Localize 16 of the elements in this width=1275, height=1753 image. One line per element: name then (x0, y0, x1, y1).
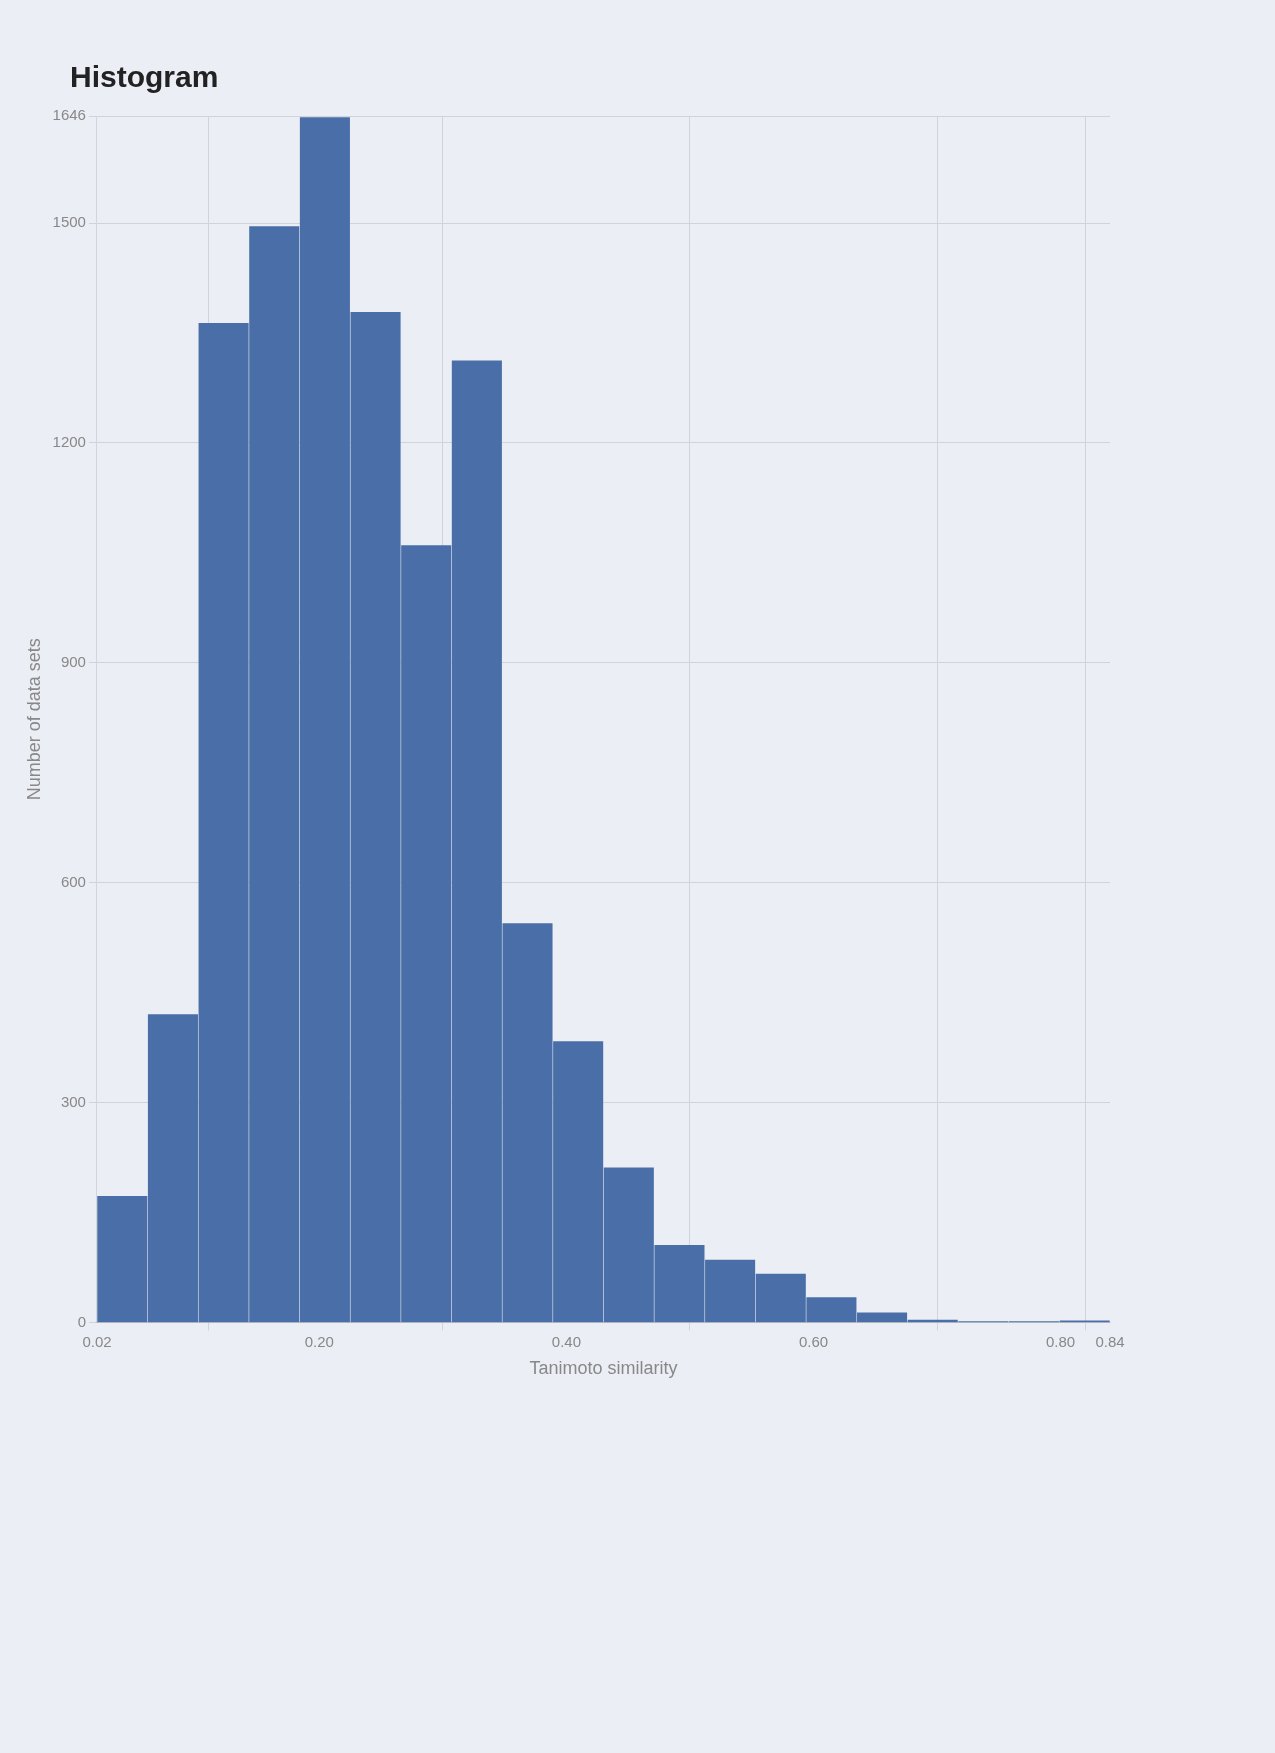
x-tick-label: 0.20 (304, 1332, 334, 1350)
y-tick-label: 300 (60, 1092, 86, 1110)
x-tick-label: 0.40 (551, 1332, 582, 1350)
y-tick-label: 600 (60, 872, 86, 890)
y-tick-label: 0 (77, 1312, 86, 1330)
x-tick-label: 0.84 (1095, 1332, 1125, 1350)
y-tick-label: 1646 (52, 106, 86, 124)
x-tick-label: 0.02 (82, 1332, 112, 1350)
x-tick-label: 0.80 (1045, 1332, 1076, 1350)
x-tick-label: 0.60 (798, 1332, 829, 1350)
y-tick-label: 1200 (52, 433, 86, 451)
y-tick-label: 900 (60, 652, 86, 670)
y-tick-label: 1500 (52, 213, 86, 231)
chart-title: Histogram (70, 60, 220, 94)
y-axis-title: Number of data sets (23, 638, 44, 801)
x-axis-title: Tanimoto similarity (529, 1358, 678, 1379)
